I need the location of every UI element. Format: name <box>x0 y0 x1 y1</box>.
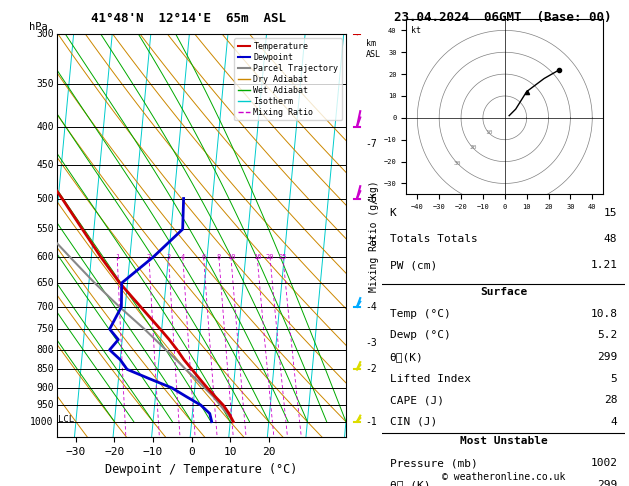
Text: 750: 750 <box>36 324 53 334</box>
Text: 850: 850 <box>36 364 53 374</box>
Text: -5: -5 <box>366 238 377 248</box>
Text: 1: 1 <box>115 254 120 260</box>
Text: 550: 550 <box>36 224 53 234</box>
Text: 500: 500 <box>36 193 53 204</box>
Text: 28: 28 <box>604 395 617 405</box>
Text: CAPE (J): CAPE (J) <box>390 395 443 405</box>
Text: 650: 650 <box>36 278 53 288</box>
Text: 2: 2 <box>147 254 151 260</box>
Legend: Temperature, Dewpoint, Parcel Trajectory, Dry Adiabat, Wet Adiabat, Isotherm, Mi: Temperature, Dewpoint, Parcel Trajectory… <box>234 38 342 121</box>
Text: 25: 25 <box>279 254 287 260</box>
Text: 41°48'N  12°14'E  65m  ASL: 41°48'N 12°14'E 65m ASL <box>91 12 286 25</box>
Text: LCL: LCL <box>58 415 74 424</box>
Text: 600: 600 <box>36 252 53 262</box>
Text: 15: 15 <box>604 208 617 218</box>
Text: -1: -1 <box>366 417 377 427</box>
Text: -2: -2 <box>366 364 377 374</box>
Text: θᴄ (K): θᴄ (K) <box>390 480 430 486</box>
Text: 10.8: 10.8 <box>591 309 617 319</box>
X-axis label: Dewpoint / Temperature (°C): Dewpoint / Temperature (°C) <box>105 463 298 476</box>
Text: θᴄ(K): θᴄ(K) <box>390 352 423 362</box>
Text: Lifted Index: Lifted Index <box>390 374 470 383</box>
Text: hPa: hPa <box>29 22 48 32</box>
Text: 450: 450 <box>36 159 53 170</box>
Text: © weatheronline.co.uk: © weatheronline.co.uk <box>442 472 565 482</box>
Text: 8: 8 <box>217 254 221 260</box>
Text: km
ASL: km ASL <box>366 39 381 59</box>
Text: 1.21: 1.21 <box>591 260 617 270</box>
Text: 800: 800 <box>36 345 53 355</box>
Text: 400: 400 <box>36 122 53 132</box>
Text: Totals Totals: Totals Totals <box>390 234 477 244</box>
Text: -4: -4 <box>366 302 377 312</box>
Text: Most Unstable: Most Unstable <box>460 436 547 446</box>
Text: Pressure (mb): Pressure (mb) <box>390 458 477 469</box>
Text: Surface: Surface <box>480 287 527 296</box>
Text: -7: -7 <box>366 139 377 149</box>
Text: -6: -6 <box>366 193 377 204</box>
Text: 300: 300 <box>36 29 53 39</box>
Text: 299: 299 <box>597 352 617 362</box>
Text: 10: 10 <box>486 130 493 135</box>
Text: 1002: 1002 <box>591 458 617 469</box>
Text: 4: 4 <box>181 254 185 260</box>
Text: 900: 900 <box>36 383 53 393</box>
Text: PW (cm): PW (cm) <box>390 260 437 270</box>
Text: 5: 5 <box>611 374 617 383</box>
Text: 6: 6 <box>201 254 206 260</box>
Text: 16: 16 <box>253 254 262 260</box>
Text: K: K <box>390 208 396 218</box>
Text: 700: 700 <box>36 302 53 312</box>
Text: 48: 48 <box>604 234 617 244</box>
Text: 23.04.2024  06GMT  (Base: 00): 23.04.2024 06GMT (Base: 00) <box>394 11 612 24</box>
Text: Dewp (°C): Dewp (°C) <box>390 330 450 340</box>
Text: 5.2: 5.2 <box>597 330 617 340</box>
Text: 20: 20 <box>265 254 274 260</box>
Text: -3: -3 <box>366 338 377 348</box>
Text: 299: 299 <box>597 480 617 486</box>
Text: 30: 30 <box>454 161 461 166</box>
Text: CIN (J): CIN (J) <box>390 417 437 427</box>
Text: Mixing Ratio (g/kg): Mixing Ratio (g/kg) <box>369 180 379 292</box>
Text: 4: 4 <box>611 417 617 427</box>
Text: kt: kt <box>411 26 421 35</box>
Text: Temp (°C): Temp (°C) <box>390 309 450 319</box>
Text: 950: 950 <box>36 400 53 410</box>
Text: 3: 3 <box>167 254 170 260</box>
Text: 350: 350 <box>36 79 53 88</box>
Text: 10: 10 <box>226 254 235 260</box>
Text: 1000: 1000 <box>30 417 53 427</box>
Text: 20: 20 <box>469 145 477 150</box>
